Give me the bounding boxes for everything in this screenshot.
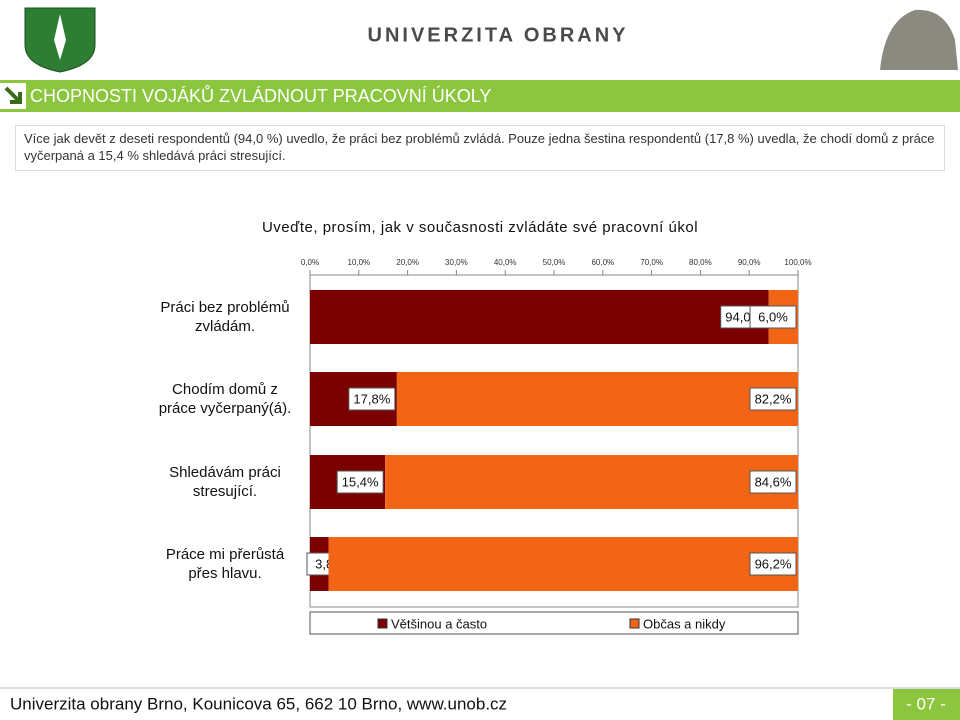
category-label: Práce mi přerůstá přes hlavu. (165, 546, 285, 582)
x-tick-label: 50,0% (543, 258, 566, 267)
x-tick-label: 60,0% (591, 258, 614, 267)
brand-bg (340, 22, 650, 48)
x-tick-label: 30,0% (445, 258, 468, 267)
value-label-bg (348, 387, 396, 411)
x-tick-label: 20,0% (396, 258, 419, 267)
x-tick-label: 100,0% (784, 258, 811, 267)
bar (310, 290, 769, 344)
category-label: Chodím domů z práce vyčerpaný(á). (158, 381, 292, 417)
header-photo (880, 9, 958, 70)
x-tick-label: 70,0% (640, 258, 663, 267)
legend-swatch (377, 618, 388, 629)
title-bar (0, 80, 960, 112)
x-tick-label: 0,0% (301, 258, 319, 267)
x-tick-label: 10,0% (347, 258, 370, 267)
bar (385, 455, 798, 509)
value-label: 84,6% (755, 474, 792, 489)
x-tick-label: 90,0% (738, 258, 761, 267)
chart-title: Uveďte, prosím, jak v současnosti zvládá… (262, 219, 698, 236)
value-label-bg (749, 387, 797, 411)
value-label: 17,8% (353, 391, 390, 406)
value-label-bg (336, 470, 384, 494)
arrow-icon (4, 86, 22, 104)
legend-box (309, 611, 799, 635)
legend-swatch (629, 618, 640, 629)
value-label-bg (749, 552, 797, 576)
footer-address: Univerzita obrany Brno, Kounicova 65, 66… (10, 694, 507, 713)
intro-text: Více jak devět z deseti respondentů (94,… (15, 125, 945, 171)
bar (396, 372, 798, 426)
value-label: 82,2% (755, 391, 792, 406)
value-label-bg (749, 305, 797, 329)
legend-label: Většinou a často (391, 616, 487, 631)
bar (328, 537, 798, 591)
logo-sword (54, 14, 66, 60)
x-tick-label: 80,0% (689, 258, 712, 267)
x-tick-label: 40,0% (494, 258, 517, 267)
value-label: 15,4% (342, 474, 379, 489)
page-box (893, 689, 960, 720)
legend-label: Občas a nikdy (643, 616, 726, 631)
page-number: - 07 - (906, 694, 946, 713)
category-label: Shledávám práci stresující. (169, 464, 281, 500)
section-title: CHOPNOSTI VOJÁKŮ ZVLÁDNOUT PRACOVNÍ ÚKOL… (30, 85, 491, 106)
value-label-bg (749, 470, 797, 494)
brand: UNIVERZITA OBRANY (368, 24, 629, 46)
value-label: 6,0% (758, 309, 788, 324)
category-label: Práci bez problémů zvládám. (160, 299, 290, 335)
value-label: 96,2% (755, 556, 792, 571)
